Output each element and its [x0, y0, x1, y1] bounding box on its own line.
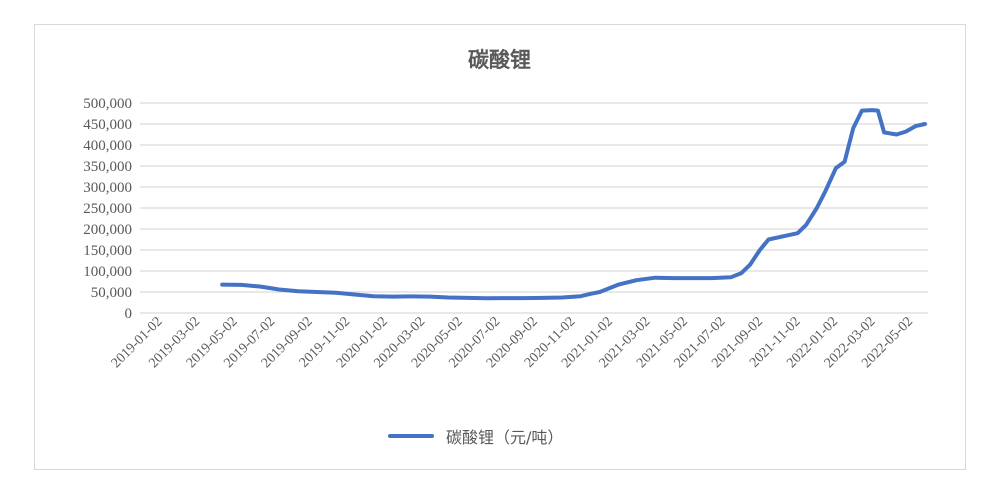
y-tick-label: 0: [125, 306, 133, 322]
y-tick-label: 300,000: [83, 180, 132, 196]
y-tick-label: 450,000: [83, 117, 132, 133]
y-tick-label: 150,000: [83, 243, 132, 259]
y-tick-label: 50,000: [91, 285, 132, 301]
y-tick-label: 100,000: [83, 264, 132, 280]
series-line: [220, 108, 927, 301]
y-tick-label: 250,000: [83, 201, 132, 217]
y-tick-label: 350,000: [83, 159, 132, 175]
y-tick-label: 200,000: [83, 222, 132, 238]
legend-line-swatch: [388, 434, 434, 438]
y-tick-label: 400,000: [83, 138, 132, 154]
legend: 碳酸锂（元/吨）: [388, 424, 563, 448]
chart-title: 碳酸锂: [468, 48, 531, 72]
y-tick-label: 500,000: [83, 96, 132, 112]
chart-frame: [34, 24, 966, 470]
legend-label: 碳酸锂（元/吨）: [446, 428, 564, 447]
